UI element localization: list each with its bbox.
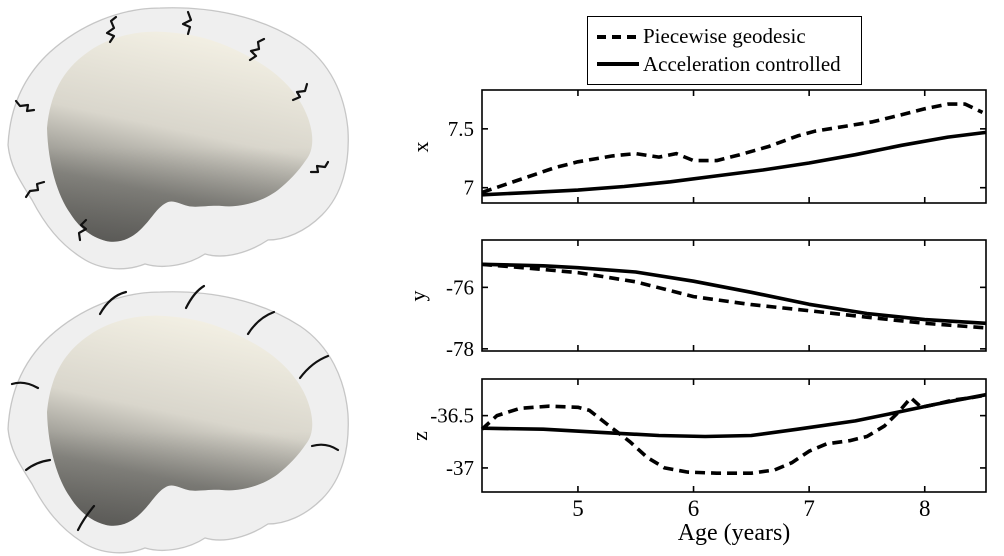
legend-item-acceleration: Acceleration controlled xyxy=(595,51,857,76)
legend-label: Piecewise geodesic xyxy=(643,24,806,49)
x-tick-label: 7 xyxy=(803,496,815,521)
plot-border xyxy=(481,89,987,204)
streamline-icon xyxy=(291,82,309,102)
dashed-line-sample-icon xyxy=(597,34,639,39)
y-tick-label: 7 xyxy=(464,176,475,200)
streamline-icon xyxy=(76,504,96,532)
streamline-icon xyxy=(24,458,52,472)
streamline-icon xyxy=(105,15,118,44)
series-piecewise-geodesic-line xyxy=(481,262,987,330)
streamline-icon xyxy=(24,180,46,199)
streamline-icon xyxy=(10,381,40,390)
streamline-icon xyxy=(248,37,266,62)
axis-ticks xyxy=(482,379,986,492)
y-tick-label: -76 xyxy=(446,275,474,299)
streamline-icon xyxy=(77,218,88,242)
x-tick-label: 5 xyxy=(572,496,584,521)
smooth-streamlines xyxy=(10,284,340,532)
x-axis-label: Age (years) xyxy=(677,520,791,546)
solid-line-sample-icon xyxy=(597,62,639,67)
axis-ticks xyxy=(482,90,986,203)
series-acceleration-controlled-line xyxy=(481,130,987,197)
axis-ticks xyxy=(482,240,986,351)
series-piecewise-geodesic-line xyxy=(481,102,984,195)
y-tick-label: -78 xyxy=(446,337,474,361)
series-acceleration-controlled-line xyxy=(481,392,987,439)
series-acceleration-controlled-line xyxy=(481,262,987,326)
streamline-icon xyxy=(98,290,128,316)
streamline-icon xyxy=(246,310,276,336)
x-tick-label: 6 xyxy=(688,496,700,521)
x-tick-label: 8 xyxy=(919,496,931,521)
streamline-icon xyxy=(310,443,340,452)
legend-label: Acceleration controlled xyxy=(643,51,841,76)
y-tick-label: -36.5 xyxy=(430,404,474,428)
brain-render-piecewise xyxy=(7,7,349,270)
y-tick-label: -37 xyxy=(446,456,474,480)
legend-item-piecewise: Piecewise geodesic xyxy=(595,26,857,47)
streamline-icon xyxy=(14,99,36,113)
streamline-icon xyxy=(309,160,330,174)
plot-border xyxy=(481,239,987,352)
streamline-icon xyxy=(181,10,193,36)
streamline-icon xyxy=(298,354,330,380)
legend-box: Piecewise geodesic Acceleration controll… xyxy=(587,16,862,85)
piecewise-streamlines xyxy=(14,10,330,242)
chart-y: -76 -78 xyxy=(446,239,987,361)
brain-render-acceleration xyxy=(7,284,349,554)
series-piecewise-geodesic-line xyxy=(480,393,983,476)
cortical-surface-shading xyxy=(47,315,313,526)
cortical-surface-shading xyxy=(47,31,313,242)
y-tick-label: 7.5 xyxy=(448,117,474,141)
chart-z: -36.5 -37 5 6 7 8 xyxy=(430,378,987,521)
streamline-icon xyxy=(184,284,206,310)
plot-border xyxy=(481,378,987,493)
chart-x: 7.57 xyxy=(448,89,987,204)
